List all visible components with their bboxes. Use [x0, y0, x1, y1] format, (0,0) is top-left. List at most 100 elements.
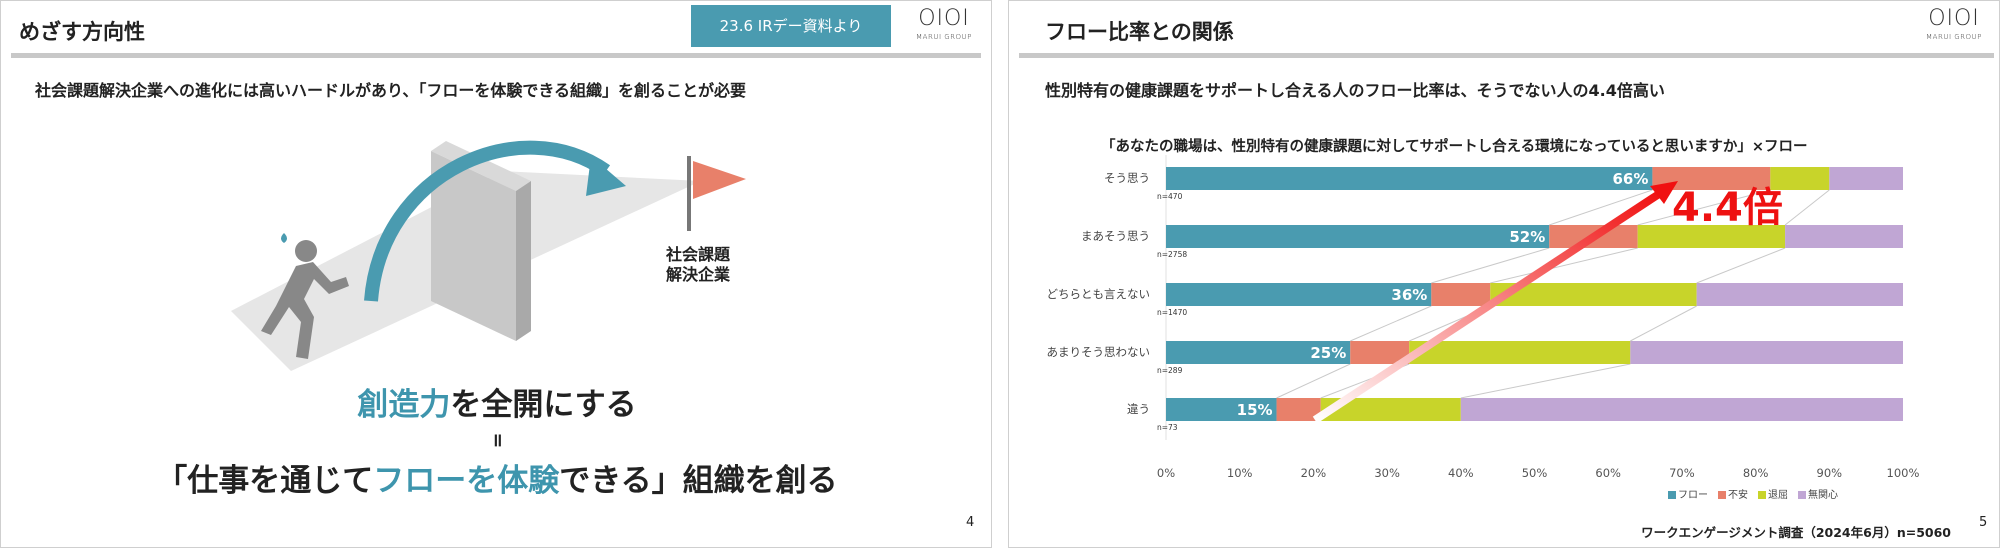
legend-label: 退屈 — [1768, 490, 1788, 501]
bar-segment-退屈 — [1770, 167, 1830, 190]
category-label: あまりそう思わない — [1046, 345, 1151, 359]
bar-segment-無関心 — [1630, 341, 1903, 364]
bar-segment-無関心 — [1829, 167, 1903, 190]
ratio-callout: 4.4倍 — [1672, 185, 1783, 231]
n-label: n=73 — [1157, 423, 1178, 432]
x-tick-label: 90% — [1816, 466, 1843, 480]
legend-swatch — [1758, 491, 1766, 499]
headline-part: 「仕事を通じて — [156, 463, 374, 499]
bar-segment-退屈 — [1320, 398, 1461, 421]
chart-legend: フロー 不安 退屈 無関心 — [1668, 490, 1838, 502]
marui-logo: OIOI MARUI GROUP — [1914, 7, 1994, 42]
connector-line — [1460, 363, 1631, 399]
category-label: そう思う — [1104, 171, 1150, 185]
running-person-icon — [261, 233, 349, 359]
x-tick-label: 60% — [1595, 466, 1621, 480]
x-tick-label: 100% — [1886, 466, 1920, 480]
jump-arrow-icon — [364, 140, 611, 302]
slide-title: フロー比率との関係 — [1045, 20, 1234, 44]
connector-line — [1630, 305, 1697, 342]
arrow-head-icon — [1650, 181, 1678, 204]
bar-segment-退屈 — [1637, 225, 1786, 248]
legend-swatch — [1668, 491, 1676, 499]
headline-part: できる」組織を創る — [559, 463, 838, 499]
connector-line — [1696, 247, 1786, 284]
x-tick-label: 30% — [1374, 466, 1400, 480]
page-number: 5 — [1979, 515, 1988, 530]
goal-line-1: 社会課題 — [666, 245, 731, 264]
category-label: 違う — [1127, 402, 1150, 416]
slide-4: めざす方向性 23.6 IRデー資料より OIOI MARUI GROUP 社会課… — [0, 0, 992, 548]
n-label: n=470 — [1157, 192, 1183, 201]
n-label: n=2758 — [1157, 250, 1188, 259]
n-label: n=1470 — [1157, 308, 1188, 317]
source-note: ワークエンゲージメント調査（2024年6月）n=5060 — [1641, 525, 1951, 540]
trend-arrow — [1312, 188, 1665, 424]
bar-segment-不安 — [1652, 167, 1771, 190]
bar-segment-退屈 — [1409, 341, 1631, 364]
logo-mark: OIOI — [918, 6, 970, 31]
legend-swatch — [1798, 491, 1806, 499]
slide-5: フロー比率との関係 OIOI MARUI GROUP 性別特有の健康課題をサポート… — [1008, 0, 2000, 548]
page-number: 4 — [966, 515, 975, 530]
legend-item: 無関心 — [1798, 490, 1838, 502]
data-label: 25% — [1310, 344, 1347, 362]
slide-subtitle: 性別特有の健康課題をサポートし合える人のフロー比率は、そうでない人の4.4倍高い — [1045, 81, 1665, 100]
wall-right — [516, 181, 531, 341]
legend-label: 不安 — [1728, 490, 1748, 501]
bar-segment-無関心 — [1785, 225, 1903, 248]
x-tick-label: 20% — [1300, 466, 1327, 480]
bar-segment-不安 — [1276, 398, 1321, 421]
bar-segment-不安 — [1431, 283, 1491, 306]
connector-line — [1637, 189, 1771, 226]
connector-line — [1431, 247, 1550, 284]
bar-segment-無関心 — [1460, 398, 1903, 421]
flag-icon — [693, 161, 746, 199]
legend-item: 不安 — [1718, 490, 1748, 502]
bar-segment-フロー — [1166, 225, 1550, 248]
legend-label: 無関心 — [1808, 490, 1838, 501]
category-label: まあそう思う — [1081, 229, 1150, 243]
logo-text: MARUI GROUP — [1926, 33, 1982, 41]
marui-logo: OIOI MARUI GROUP — [904, 7, 984, 42]
legend-label: フロー — [1678, 490, 1708, 501]
x-tick-label: 40% — [1448, 466, 1474, 480]
x-tick-label: 10% — [1226, 466, 1253, 480]
data-label: 66% — [1612, 170, 1649, 188]
goal-label: 社会課題 解決企業 — [666, 245, 730, 285]
chart-title: 「あなたの職場は、性別特有の健康課題に対してサポートし合える環境になっていると思… — [1101, 139, 1808, 155]
bar-segment-フロー — [1166, 167, 1653, 190]
x-tick-label: 80% — [1742, 466, 1769, 480]
connector-line — [1350, 305, 1432, 342]
connector-line — [1549, 189, 1653, 226]
headline-rest: を全開にする — [450, 387, 637, 423]
equals-sign: ॥ — [491, 430, 503, 451]
connector-line — [1784, 189, 1830, 226]
title-rule — [1019, 53, 1994, 58]
category-label: どちらとも言えない — [1046, 287, 1151, 301]
data-label: 52% — [1509, 228, 1546, 246]
legend-item: 退屈 — [1758, 490, 1788, 502]
source-badge: 23.6 IRデー資料より — [691, 5, 891, 47]
connector-line — [1490, 247, 1638, 284]
bar-segment-フロー — [1166, 341, 1351, 364]
bar-segment-フロー — [1166, 398, 1277, 421]
logo-text: MARUI GROUP — [916, 33, 972, 41]
goal-line-2: 解決企業 — [666, 265, 731, 284]
data-label: 36% — [1391, 286, 1428, 304]
hurdle-illustration — [231, 140, 746, 371]
n-label: n=289 — [1157, 366, 1183, 375]
bar-segment-退屈 — [1490, 283, 1697, 306]
legend-swatch — [1718, 491, 1726, 499]
x-tick-label: 70% — [1669, 466, 1695, 480]
data-label: 15% — [1236, 401, 1273, 419]
bar-segment-フロー — [1166, 283, 1432, 306]
slide-subtitle: 社会課題解決企業への進化には高いハードルがあり、「フローを体験できる組織」を創る… — [35, 81, 747, 100]
slide-title: めざす方向性 — [19, 20, 145, 44]
flag-pole — [687, 156, 691, 231]
bar-segment-不安 — [1350, 341, 1410, 364]
headline-line-3: 「仕事を通じてフローを体験できる」組織を創る — [1, 463, 993, 499]
bar-segment-無関心 — [1696, 283, 1903, 306]
connector-line — [1276, 363, 1351, 399]
